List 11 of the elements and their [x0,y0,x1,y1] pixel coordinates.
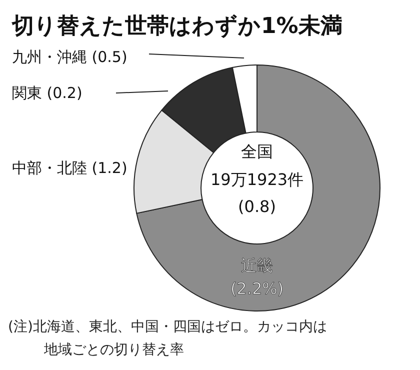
donut-slice [136,64,380,312]
text: 全国 [241,142,273,161]
text: 19万1923件 [210,170,304,189]
category-label: 中部・北陸 (1.2) [12,159,128,177]
category-label: 九州・沖縄 (0.5) [12,48,128,66]
chart-title: 切り替えた世帯はわずか1%未満 [11,14,342,39]
text: (2.2%) [230,279,284,298]
slice-label: 近畿 [241,256,273,275]
text: (注)北海道、東北、中国・四国はゼロ。カッコ内は地域ごとの切り替え率 [8,319,327,358]
category-label: 関東 (0.2) [12,84,82,102]
text: (0.8) [238,197,276,216]
